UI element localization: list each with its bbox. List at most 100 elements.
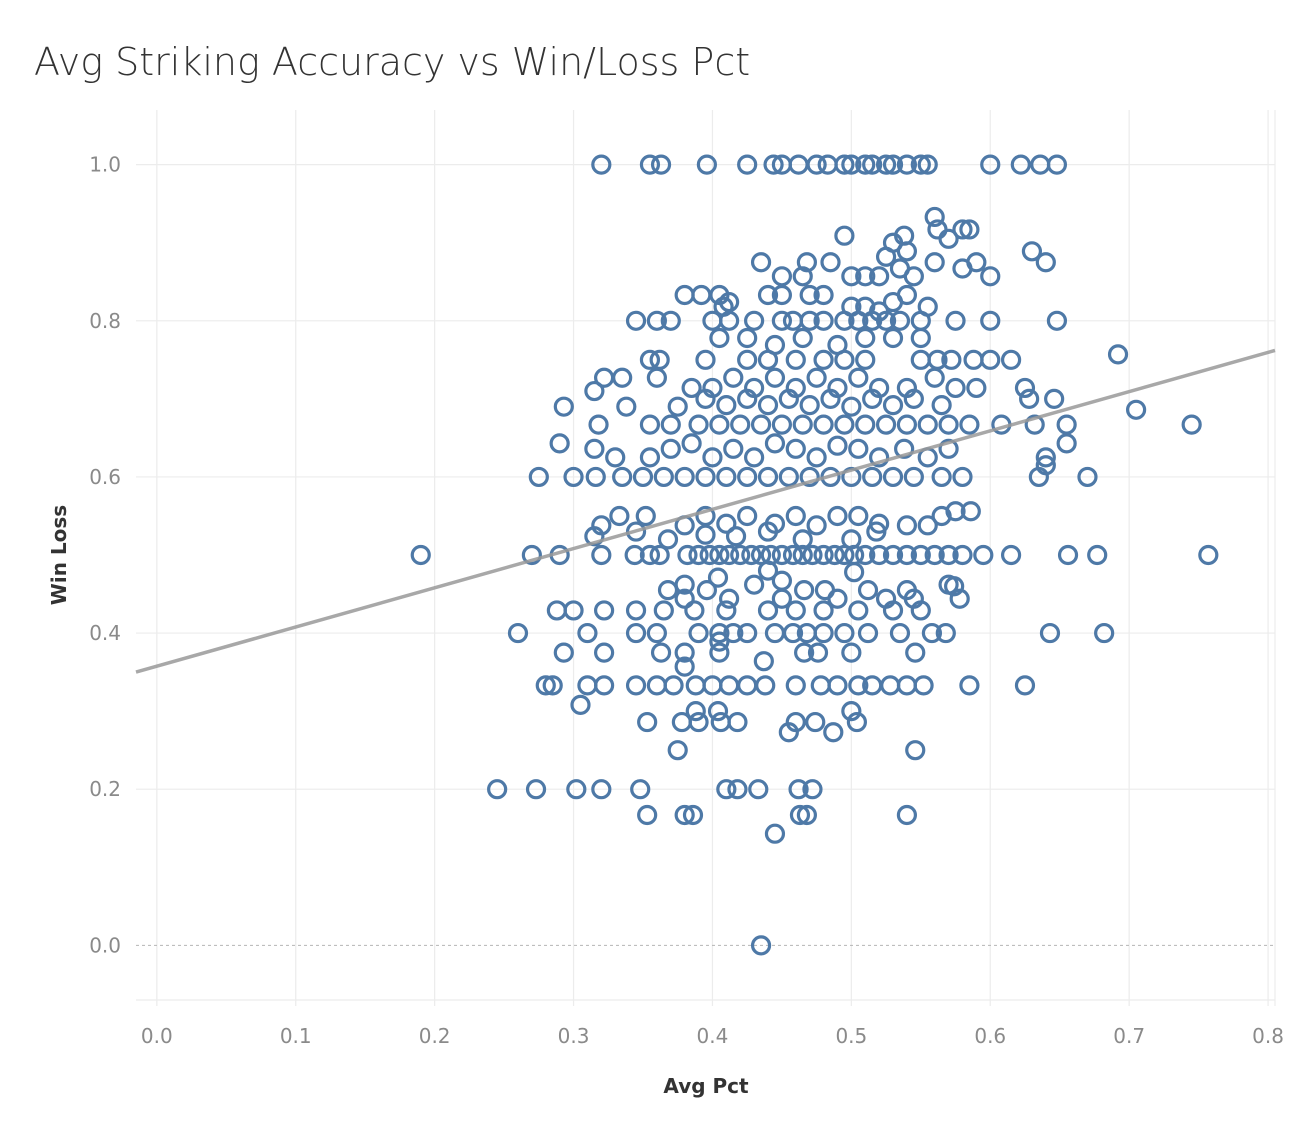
data-point <box>882 395 904 416</box>
data-point <box>741 544 762 566</box>
data-point <box>862 466 883 488</box>
data-point <box>905 740 926 761</box>
data-point <box>632 466 654 488</box>
data-point <box>785 505 806 527</box>
data-point <box>855 327 876 349</box>
data-point <box>757 560 779 581</box>
data-point <box>896 414 918 435</box>
data-point <box>960 501 981 522</box>
data-point <box>869 377 890 399</box>
data-point <box>487 779 508 800</box>
data-point <box>553 642 574 663</box>
data-point <box>806 447 827 468</box>
x-tick-label: 0.2 <box>419 1024 451 1048</box>
y-tick-label: 0.8 <box>89 309 121 333</box>
data-point <box>848 675 869 696</box>
data-point <box>1021 241 1043 262</box>
data-point <box>966 252 987 273</box>
data-point <box>771 588 792 609</box>
data-point <box>959 414 980 435</box>
data-point <box>682 804 704 826</box>
data-point <box>788 779 809 800</box>
data-point <box>894 225 915 246</box>
data-point <box>980 154 1001 175</box>
data-point <box>719 544 740 566</box>
data-point <box>764 334 786 356</box>
data-point <box>649 349 670 370</box>
x-axis-title: Avg Pct <box>663 1074 749 1098</box>
data-point <box>796 252 817 273</box>
data-point <box>855 349 876 370</box>
data-point <box>792 529 813 550</box>
data-point <box>848 505 869 527</box>
data-point <box>637 711 658 733</box>
data-point <box>635 505 656 527</box>
trend-line <box>135 348 1276 674</box>
data-point <box>757 466 779 488</box>
data-point <box>616 396 637 417</box>
data-point <box>753 651 774 672</box>
data-point <box>896 284 918 306</box>
trend-line-group <box>135 348 1276 674</box>
data-point <box>685 675 706 696</box>
y-tick-label: 0.2 <box>89 777 121 801</box>
data-point <box>605 447 626 468</box>
data-point <box>1035 455 1056 476</box>
data-point <box>748 779 769 800</box>
data-point <box>695 466 716 488</box>
data-point <box>649 544 670 566</box>
data-point <box>1010 154 1031 175</box>
data-point <box>719 675 740 696</box>
data-point <box>813 284 834 306</box>
data-point <box>1014 675 1036 696</box>
data-point <box>757 284 779 306</box>
data-point <box>785 438 806 459</box>
data-point <box>639 414 661 435</box>
data-point <box>896 515 918 536</box>
data-point <box>910 327 931 349</box>
data-point <box>827 505 848 527</box>
data-point <box>744 310 765 331</box>
data-point <box>931 466 952 488</box>
data-point <box>566 779 587 800</box>
data-point <box>882 154 904 175</box>
data-point <box>528 466 549 488</box>
data-point <box>674 642 695 663</box>
data-point <box>785 600 806 621</box>
data-point <box>584 438 605 459</box>
data-point <box>737 622 758 644</box>
data-point <box>875 588 897 609</box>
data-point <box>757 600 779 621</box>
data-point <box>663 675 684 696</box>
data-point <box>938 438 959 459</box>
data-point <box>521 544 542 566</box>
y-tick-label: 0.6 <box>89 465 121 489</box>
data-point <box>848 438 869 459</box>
data-point <box>730 414 751 435</box>
data-point <box>799 310 820 331</box>
data-point <box>966 377 987 399</box>
data-point <box>813 622 834 644</box>
data-point <box>841 642 862 663</box>
data-point <box>869 301 890 322</box>
data-point <box>646 367 667 388</box>
data-point <box>591 154 612 175</box>
data-point <box>938 228 959 249</box>
data-point <box>903 466 924 488</box>
data-point <box>563 466 584 488</box>
data-point <box>857 622 879 644</box>
data-point <box>719 291 740 313</box>
data-point <box>894 438 915 459</box>
data-point <box>945 377 966 399</box>
data-point <box>889 622 911 644</box>
y-tick-label: 0.0 <box>89 933 121 957</box>
data-point <box>846 711 868 733</box>
data-point <box>737 349 758 370</box>
data-point <box>799 466 820 488</box>
data-point <box>625 622 647 644</box>
data-point <box>1035 252 1056 273</box>
data-point <box>814 580 836 601</box>
data-point <box>716 395 737 416</box>
data-point <box>875 154 897 175</box>
data-point <box>594 642 615 663</box>
